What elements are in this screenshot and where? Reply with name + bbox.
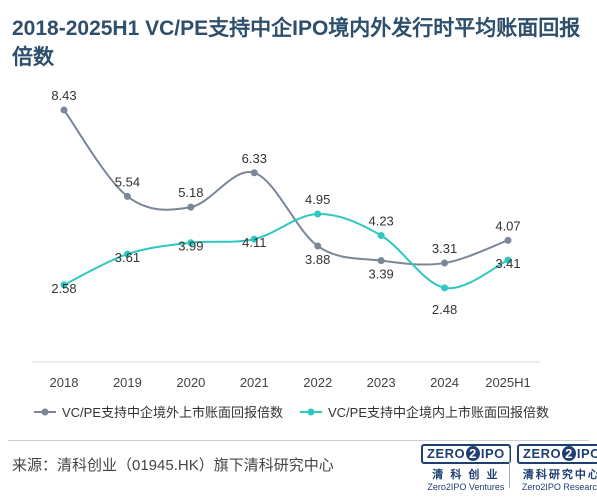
series-line xyxy=(63,213,509,290)
x-tick-labels: 2018 2019 2020 2021 2022 2023 2024 2025H1 xyxy=(50,375,531,390)
data-label: 6.33 xyxy=(242,151,267,166)
data-point xyxy=(123,250,131,258)
data-point xyxy=(377,257,385,265)
logo-en-text: Zero2IPO Ventures xyxy=(427,482,505,492)
data-labels: 8.43 5.54 5.18 6.33 3.88 3.39 3.31 4.07 2.58 3.61… xyxy=(51,88,520,317)
legend-entry: VC/PE支持中企境外上市账面回报倍数 xyxy=(62,405,283,420)
data-label: 5.54 xyxy=(115,174,140,189)
x-tick-label: 2023 xyxy=(367,375,396,390)
x-tick-label: 2020 xyxy=(176,375,205,390)
data-point xyxy=(441,284,449,292)
data-point xyxy=(377,232,385,240)
series-points xyxy=(60,106,512,292)
data-point xyxy=(504,236,512,244)
x-tick-label: 2018 xyxy=(50,375,79,390)
data-point xyxy=(250,169,258,177)
data-label: 4.95 xyxy=(305,192,330,207)
data-label: 3.41 xyxy=(495,256,520,271)
data-label: 4.07 xyxy=(495,218,520,233)
x-tick-label: 2024 xyxy=(430,375,459,390)
source-note: 来源：清科创业（01945.HK）旗下清科研究中心 xyxy=(12,457,334,474)
zero2ipo-research-logo: ZERO 2 IPO 清科研究中心 Zero2IPO Research xyxy=(517,444,597,492)
chart-title: 2018-2025H1 VC/PE支持中企IPO境内外发行时平均账面回报倍数 xyxy=(12,17,581,69)
x-tick-label: 2021 xyxy=(240,375,269,390)
data-label: 3.39 xyxy=(368,267,393,282)
legend-swatch-marker xyxy=(41,408,49,416)
legend: VC/PE支持中企境外上市账面回报倍数 VC/PE支持中企境内上市账面回报倍数 xyxy=(34,405,549,420)
data-label: 3.61 xyxy=(115,250,140,265)
data-point xyxy=(123,192,131,200)
data-point xyxy=(60,106,68,114)
data-label: 5.18 xyxy=(178,185,203,200)
legend-entry: VC/PE支持中企境内上市账面回报倍数 xyxy=(328,405,549,420)
logo-badge: ZERO 2 IPO xyxy=(517,444,597,464)
logo-en-text: Zero2IPO Research xyxy=(521,482,597,492)
data-point xyxy=(250,235,258,243)
data-point xyxy=(187,239,195,247)
logo-cn-text: 清 科 创 业 xyxy=(432,469,500,481)
zero2ipo-ventures-logo: ZERO 2 IPO 清 科 创 业 Zero2IPO Ventures xyxy=(421,444,511,492)
logo-badge: ZERO 2 IPO xyxy=(421,444,511,464)
data-point xyxy=(187,203,195,211)
data-label: 2.48 xyxy=(432,302,457,317)
data-label: 3.88 xyxy=(305,252,330,267)
line-chart: 2018 2019 2020 2021 2022 2023 2024 2025H1 8.43 5… xyxy=(32,88,549,420)
data-point xyxy=(60,281,68,289)
data-label: 4.11 xyxy=(242,235,266,250)
data-label: 2.58 xyxy=(51,281,76,296)
legend-swatch-marker xyxy=(307,408,315,416)
data-label: 3.31 xyxy=(432,241,457,256)
x-tick-label: 2025H1 xyxy=(485,375,531,390)
data-point xyxy=(314,242,322,250)
x-tick-label: 2019 xyxy=(113,375,142,390)
data-point xyxy=(504,256,512,264)
logo-separator xyxy=(509,448,510,488)
logo-cn-text: 清科研究中心 xyxy=(522,469,597,481)
data-point xyxy=(314,210,322,218)
data-label: 4.23 xyxy=(368,214,393,229)
data-label: 3.99 xyxy=(178,239,203,254)
data-label: 8.43 xyxy=(51,88,76,103)
x-tick-label: 2022 xyxy=(303,375,332,390)
data-point xyxy=(441,259,449,267)
footer-divider xyxy=(8,440,589,441)
